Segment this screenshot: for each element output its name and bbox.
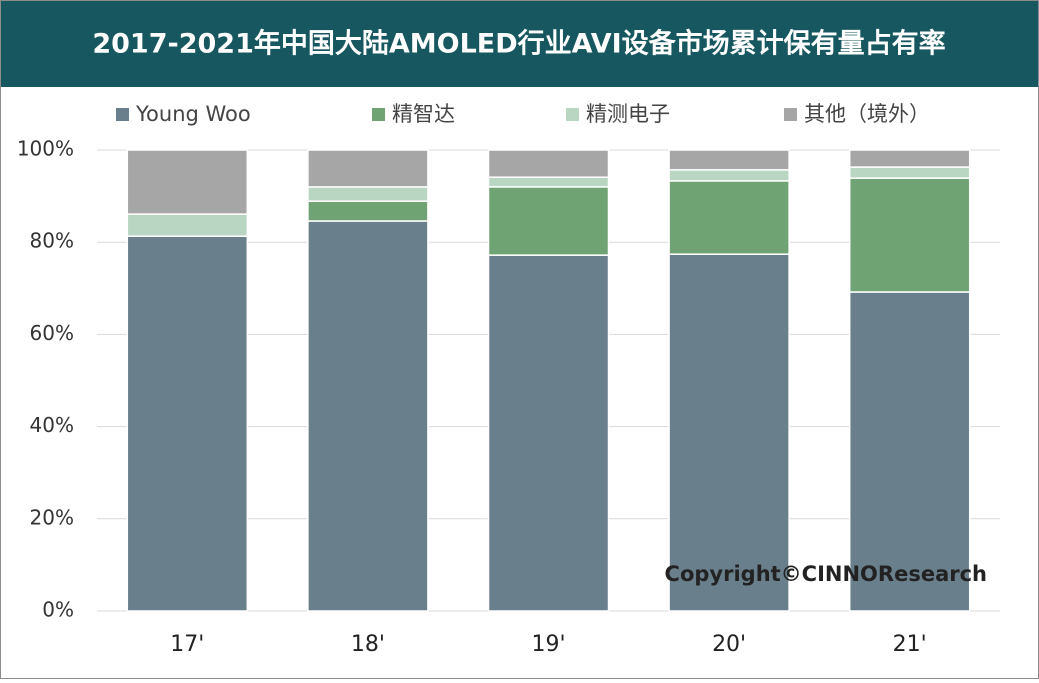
- bar-segment: [848, 149, 971, 168]
- bar-segment: [487, 149, 610, 178]
- x-tick-label: 18': [351, 632, 385, 657]
- bar-segment: [307, 149, 429, 188]
- x-tick-label: 19': [531, 632, 565, 657]
- bar-segment: [126, 149, 249, 215]
- bar-segment: [668, 180, 790, 255]
- y-tick-label: 60%: [30, 321, 74, 345]
- bar-segment: [487, 254, 610, 612]
- bar-segment: [668, 253, 790, 612]
- legend-swatch: [566, 108, 579, 121]
- y-tick-label: 40%: [30, 413, 74, 437]
- bar-segment: [668, 149, 790, 171]
- y-tick-label: 0%: [42, 598, 74, 622]
- legend-label: Young Woo: [135, 102, 251, 126]
- y-tick-label: 100%: [17, 137, 74, 161]
- bar-segment: [848, 166, 971, 179]
- title-bar: [1, 1, 1038, 87]
- bar-segment: [668, 169, 790, 182]
- legend-label: 精测电子: [586, 102, 670, 126]
- bar-segment: [307, 200, 429, 222]
- x-tick-label: 21': [893, 632, 927, 657]
- bar-segment: [126, 235, 249, 612]
- x-tick-label: 17': [170, 632, 204, 657]
- bar-segment: [307, 186, 429, 202]
- legend-swatch: [784, 108, 797, 121]
- legend-swatch: [116, 108, 129, 121]
- legend-label: 精智达: [392, 102, 455, 126]
- bar-segment: [487, 186, 610, 256]
- legend-swatch: [372, 108, 385, 121]
- bar-segment: [848, 291, 971, 612]
- annotation: Copyright©CINNOResearch: [665, 562, 987, 586]
- y-tick-label: 20%: [30, 505, 74, 529]
- bar-segment: [487, 176, 610, 188]
- bar-segment: [126, 213, 249, 237]
- x-tick-label: 20': [712, 632, 746, 657]
- bar-segment: [307, 220, 429, 612]
- legend-label: 其他（境外）: [804, 102, 930, 126]
- bar-segment: [848, 177, 971, 293]
- y-tick-label: 80%: [30, 229, 74, 253]
- chart-title: 2017-2021年中国大陆AMOLED行业AVI设备市场累计保有量占有率: [92, 28, 945, 60]
